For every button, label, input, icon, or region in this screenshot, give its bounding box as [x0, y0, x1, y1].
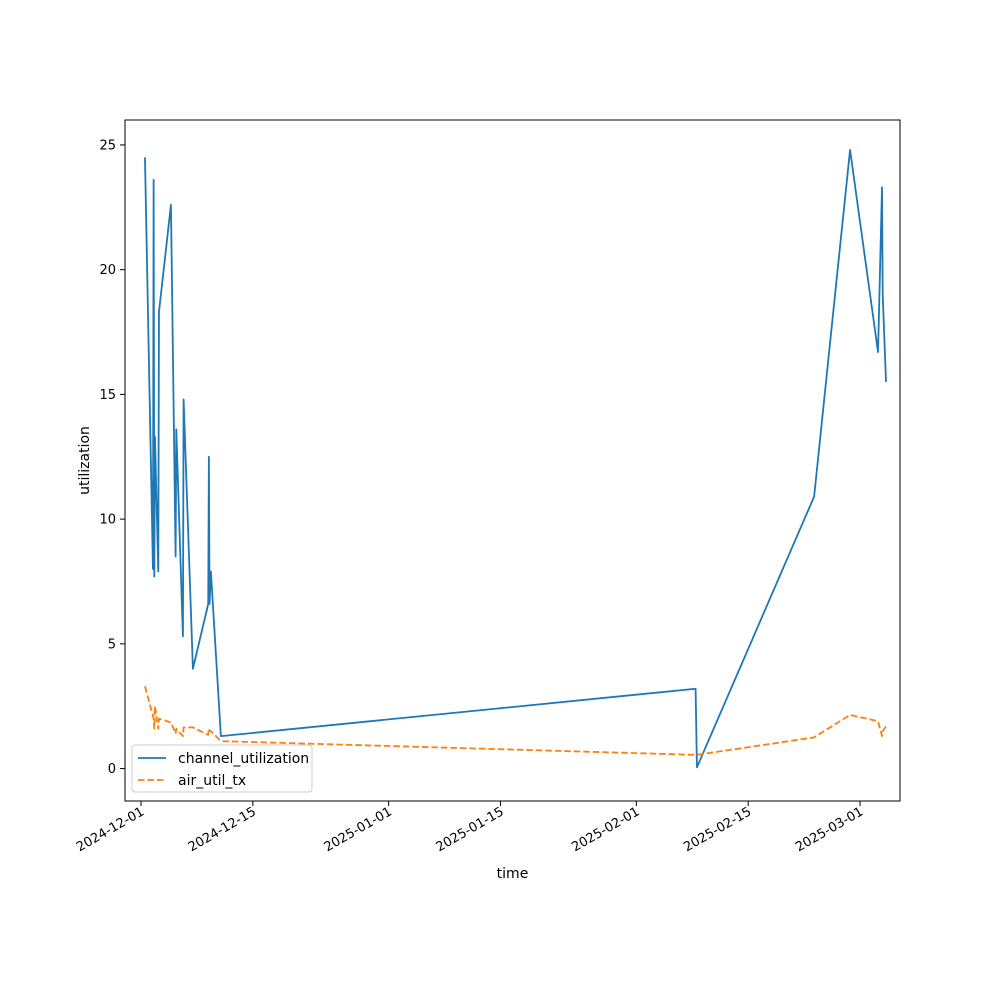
y-tick-label: 25 — [99, 138, 116, 153]
y-tick-label: 0 — [108, 762, 116, 777]
series-layer — [144, 149, 887, 769]
x-axis-label: time — [497, 866, 529, 882]
y-tick-label: 20 — [99, 263, 116, 278]
series-line-2 — [144, 686, 887, 756]
legend-label-1: channel_utilization — [178, 751, 309, 767]
y-tick-label: 15 — [99, 388, 116, 403]
y-axis: 0 5 10 15 20 25 — [99, 138, 125, 777]
legend-box — [131, 744, 313, 793]
series-line-1 — [144, 149, 887, 769]
legend-label-2: air_util_tx — [178, 773, 246, 789]
y-axis-label: utilization — [77, 426, 93, 495]
y-tick-label: 10 — [99, 513, 116, 528]
y-tick-label: 5 — [108, 637, 116, 652]
legend: channel_utilization air_util_tx — [131, 744, 313, 793]
plot-area-frame — [124, 119, 901, 802]
